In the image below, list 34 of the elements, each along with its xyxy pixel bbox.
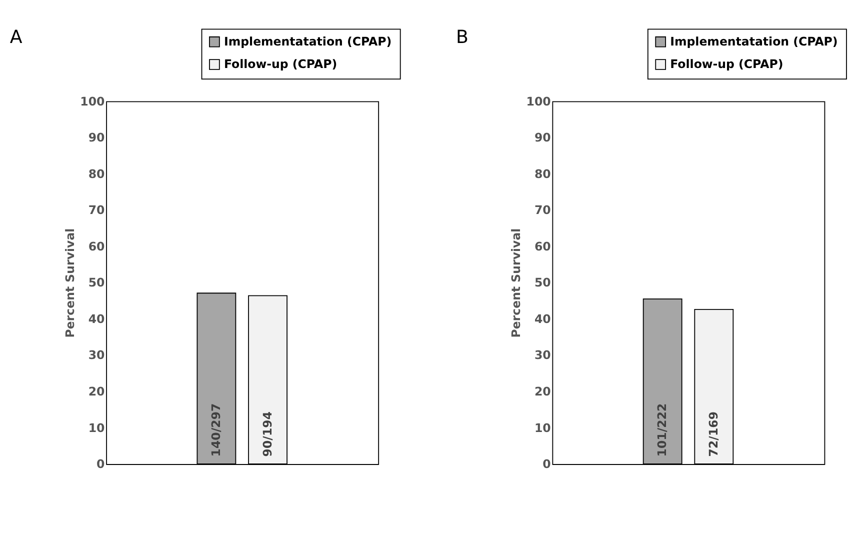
data-label: 101/222 (655, 403, 670, 457)
legend-label: Implementatation (CPAP) (670, 34, 838, 48)
y-axis-title: Percent Survival (508, 228, 523, 338)
y-tick-label: 10 (534, 420, 551, 435)
y-tick-label: 10 (88, 420, 105, 435)
y-tick-label: 80 (534, 166, 551, 181)
y-tick-label: 60 (88, 239, 105, 254)
y-tick-label: 80 (88, 166, 105, 181)
chart-title: B (456, 26, 468, 48)
chart-title: A (10, 26, 23, 48)
y-tick-label: 90 (534, 130, 551, 145)
y-tick-label: 60 (534, 239, 551, 254)
y-tick-label: 40 (534, 312, 551, 326)
y-tick-label: 50 (88, 276, 105, 290)
y-tick-label: 50 (534, 276, 551, 290)
legend-label: Follow-up (CPAP) (670, 57, 784, 72)
y-tick-label: 100 (80, 94, 105, 108)
y-tick-label: 0 (542, 457, 551, 472)
y-tick-label: 90 (88, 130, 105, 145)
y-tick-label: 70 (88, 203, 105, 218)
data-label: 90/194 (260, 411, 274, 457)
y-tick-label: 30 (534, 348, 551, 362)
y-tick-label: 20 (534, 384, 551, 398)
data-label: 72/169 (706, 411, 721, 457)
y-tick-label: 70 (534, 203, 551, 218)
y-tick-label: 40 (88, 312, 105, 326)
legend-label: Implementatation (CPAP) (224, 34, 392, 48)
y-axis-title: Percent Survival (62, 228, 77, 338)
data-label: 140/297 (209, 403, 224, 457)
legend-label: Follow-up (CPAP) (224, 57, 338, 72)
y-tick-label: 0 (96, 457, 105, 472)
y-tick-label: 30 (88, 348, 105, 362)
y-tick-label: 20 (88, 384, 105, 398)
y-tick-label: 100 (526, 94, 551, 108)
